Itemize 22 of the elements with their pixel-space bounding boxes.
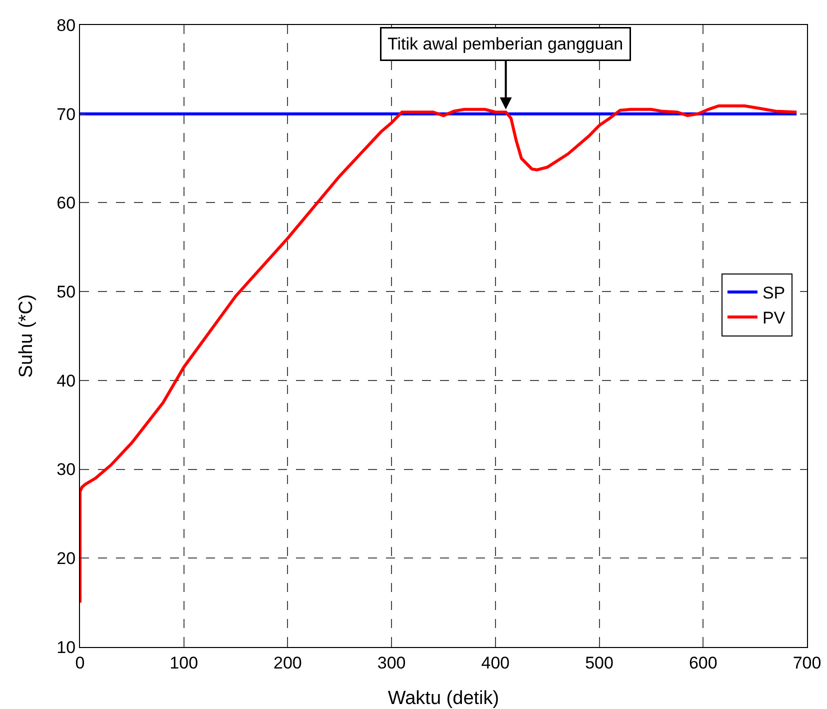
x-tick-label: 600: [688, 653, 718, 672]
x-axis-title: Waktu (detik): [388, 688, 500, 709]
y-tick-label: 10: [56, 638, 76, 657]
y-tick-label: 40: [56, 371, 76, 390]
y-tick-label: 20: [56, 549, 76, 568]
y-tick-label: 30: [56, 460, 76, 480]
y-tick-label: 50: [56, 282, 76, 302]
x-tick-label: 300: [377, 653, 406, 672]
line-series: [80, 104, 798, 604]
x-tick-label: 400: [481, 653, 510, 672]
x-tick-label: 500: [585, 653, 614, 672]
x-tick-label: 700: [792, 653, 822, 672]
y-tick-label: 60: [56, 194, 76, 213]
y-tick-label: 80: [56, 16, 76, 35]
x-tick-label: 200: [274, 653, 302, 672]
legend-label: SP: [762, 284, 786, 303]
y-axis-title: Suhu (*C): [16, 294, 37, 378]
x-tick-label: 100: [170, 653, 198, 672]
legend-label: PV: [762, 308, 786, 328]
annotation: Titik awal pemberian gangguan: [388, 34, 624, 54]
y-tick-label: 70: [56, 104, 76, 124]
x-tick-label: 0: [75, 653, 85, 672]
